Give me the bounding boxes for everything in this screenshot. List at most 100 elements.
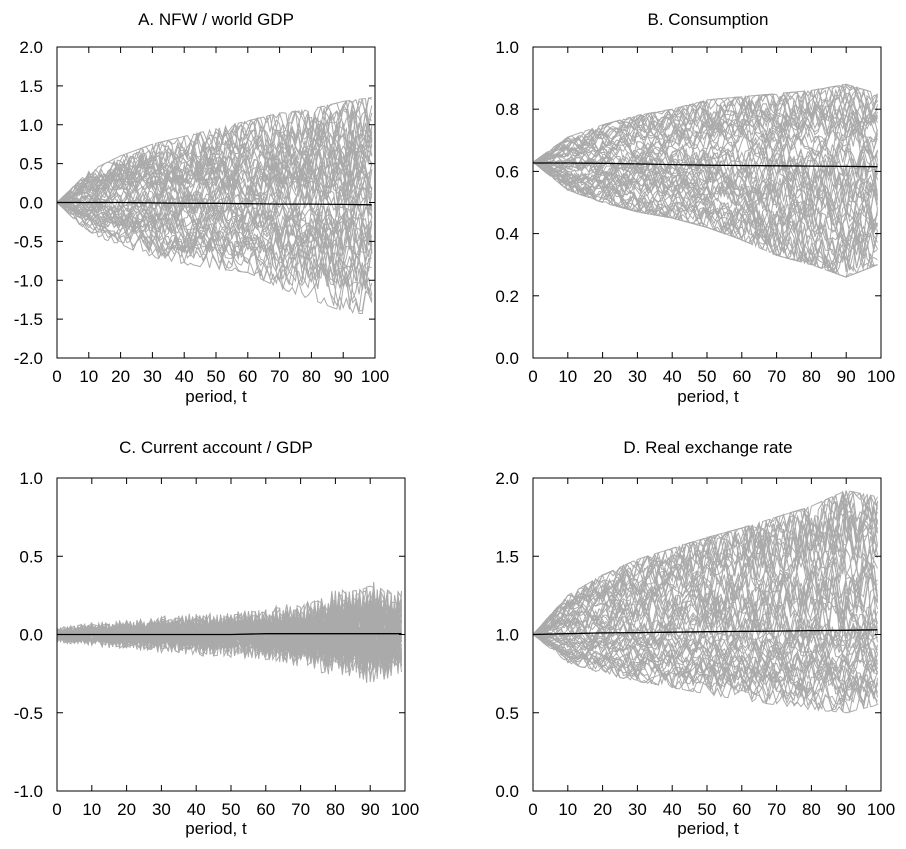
x-tick-label: 40 (663, 800, 682, 819)
simulated-path (532, 575, 878, 640)
simulated-path (532, 161, 878, 273)
x-tick-label: 40 (175, 367, 194, 386)
simulated-path (532, 607, 878, 675)
x-tick-label: 100 (361, 367, 389, 386)
x-tick-label: 0 (528, 800, 537, 819)
panel-d-axes: 0 10 20 30 40 50 60 70 80 90 100 0.0 0.5 1.0 1.5 2.0 (495, 469, 895, 819)
x-tick-label: 80 (802, 800, 821, 819)
simulated-path (56, 202, 373, 282)
x-tick-label: 20 (593, 367, 612, 386)
panel-c-xlabel: period, t (185, 819, 247, 838)
panel-c: C. Current account / GDP 0 10 20 30 40 50 60 70… (14, 438, 419, 838)
panel-b-paths (532, 83, 878, 278)
x-tick-label: 20 (593, 800, 612, 819)
x-tick-label: 70 (767, 367, 786, 386)
x-tick-label: 60 (732, 367, 751, 386)
simulated-path (532, 634, 878, 714)
panel-d-mean (532, 629, 878, 636)
y-tick-label: -1.0 (14, 271, 43, 290)
simulated-path (532, 562, 878, 635)
x-tick-label: 20 (117, 800, 136, 819)
panel-a-title: A. NFW / world GDP (138, 10, 294, 29)
simulated-path (532, 150, 878, 203)
simulated-path (532, 490, 878, 635)
panel-b-title: B. Consumption (648, 10, 769, 29)
simulated-path (532, 634, 878, 708)
y-tick-label: 1.0 (495, 626, 519, 645)
panel-b: B. Consumption 0 10 20 30 40 50 60 70 80 90 100 0.0… (495, 10, 895, 406)
simulated-path (56, 158, 373, 213)
simulated-path (532, 162, 878, 241)
x-tick-label: 40 (663, 367, 682, 386)
x-tick-label: 10 (82, 800, 101, 819)
x-tick-label: 0 (528, 367, 537, 386)
panel-a: A. NFW / world GDP 0 10 20 30 40 50 60 70 80 90 10… (14, 10, 389, 406)
panel-c-axes: 0 10 20 30 40 50 60 70 80 90 100 -1.0 -0.5 0.0 0.5 1.0 (14, 469, 419, 819)
x-tick-label: 100 (867, 367, 895, 386)
simulated-path (56, 97, 373, 203)
panel-a-mean (57, 201, 372, 206)
x-tick-label: 80 (302, 367, 321, 386)
x-tick-label: 20 (111, 367, 130, 386)
simulated-path (532, 613, 878, 669)
simulated-path (532, 94, 878, 163)
simulated-path (532, 634, 878, 710)
simulated-path (56, 107, 373, 203)
y-tick-label: -0.5 (14, 704, 43, 723)
panel-b-xlabel: period, t (677, 387, 739, 406)
panel-a-axes: 0 10 20 30 40 50 60 70 80 90 100 -2.0 -1.5 -1.0 -0.5 0.… (14, 38, 389, 386)
y-tick-label: 0.6 (495, 162, 519, 181)
x-tick-label: 50 (222, 800, 241, 819)
y-tick-label: 1.0 (495, 38, 519, 57)
simulated-path (532, 162, 878, 244)
x-tick-label: 90 (837, 367, 856, 386)
x-tick-label: 10 (558, 800, 577, 819)
x-tick-label: 70 (767, 800, 786, 819)
simulated-path (56, 134, 373, 203)
mean-path (57, 633, 402, 636)
y-tick-label: -2.0 (14, 349, 43, 368)
simulated-path (532, 634, 878, 699)
x-tick-label: 0 (52, 800, 61, 819)
simulated-path (532, 609, 878, 661)
simulated-path (56, 202, 372, 295)
y-tick-label: -1.5 (14, 310, 43, 329)
x-tick-label: 50 (698, 800, 717, 819)
panel-d-title: D. Real exchange rate (623, 438, 792, 457)
panel-d: D. Real exchange rate 0 10 20 30 40 50 60 70 80 9… (495, 438, 895, 838)
simulated-path (533, 576, 878, 640)
simulated-path (532, 498, 878, 635)
x-tick-label: 30 (628, 367, 647, 386)
simulated-path (56, 139, 373, 211)
y-tick-label: 2.0 (495, 469, 519, 488)
panel-d-xlabel: period, t (677, 819, 739, 838)
simulated-path (532, 634, 878, 693)
simulated-path (532, 161, 878, 268)
y-tick-label: 0.5 (19, 155, 43, 174)
simulated-path (532, 162, 878, 268)
simulated-path (56, 105, 373, 203)
x-tick-label: 60 (732, 800, 751, 819)
panel-a-xlabel: period, t (185, 387, 247, 406)
x-tick-label: 0 (52, 367, 61, 386)
y-tick-label: 1.0 (19, 469, 43, 488)
x-tick-label: 70 (270, 367, 289, 386)
y-tick-label: 0.0 (19, 194, 43, 213)
x-tick-label: 50 (207, 367, 226, 386)
x-tick-label: 90 (837, 800, 856, 819)
simulated-path (532, 161, 878, 278)
x-tick-label: 10 (79, 367, 98, 386)
simulated-path (56, 97, 372, 203)
y-tick-label: -1.0 (14, 782, 43, 801)
x-tick-label: 40 (187, 800, 206, 819)
mean-path (532, 629, 878, 636)
simulated-path (532, 120, 878, 170)
y-tick-label: 1.0 (19, 116, 43, 135)
simulated-path (532, 100, 878, 163)
panel-c-title: C. Current account / GDP (119, 438, 313, 457)
y-tick-label: 0.8 (495, 100, 519, 119)
simulated-path (532, 491, 878, 635)
y-tick-label: -0.5 (14, 232, 43, 251)
panel-a-paths (56, 97, 373, 314)
